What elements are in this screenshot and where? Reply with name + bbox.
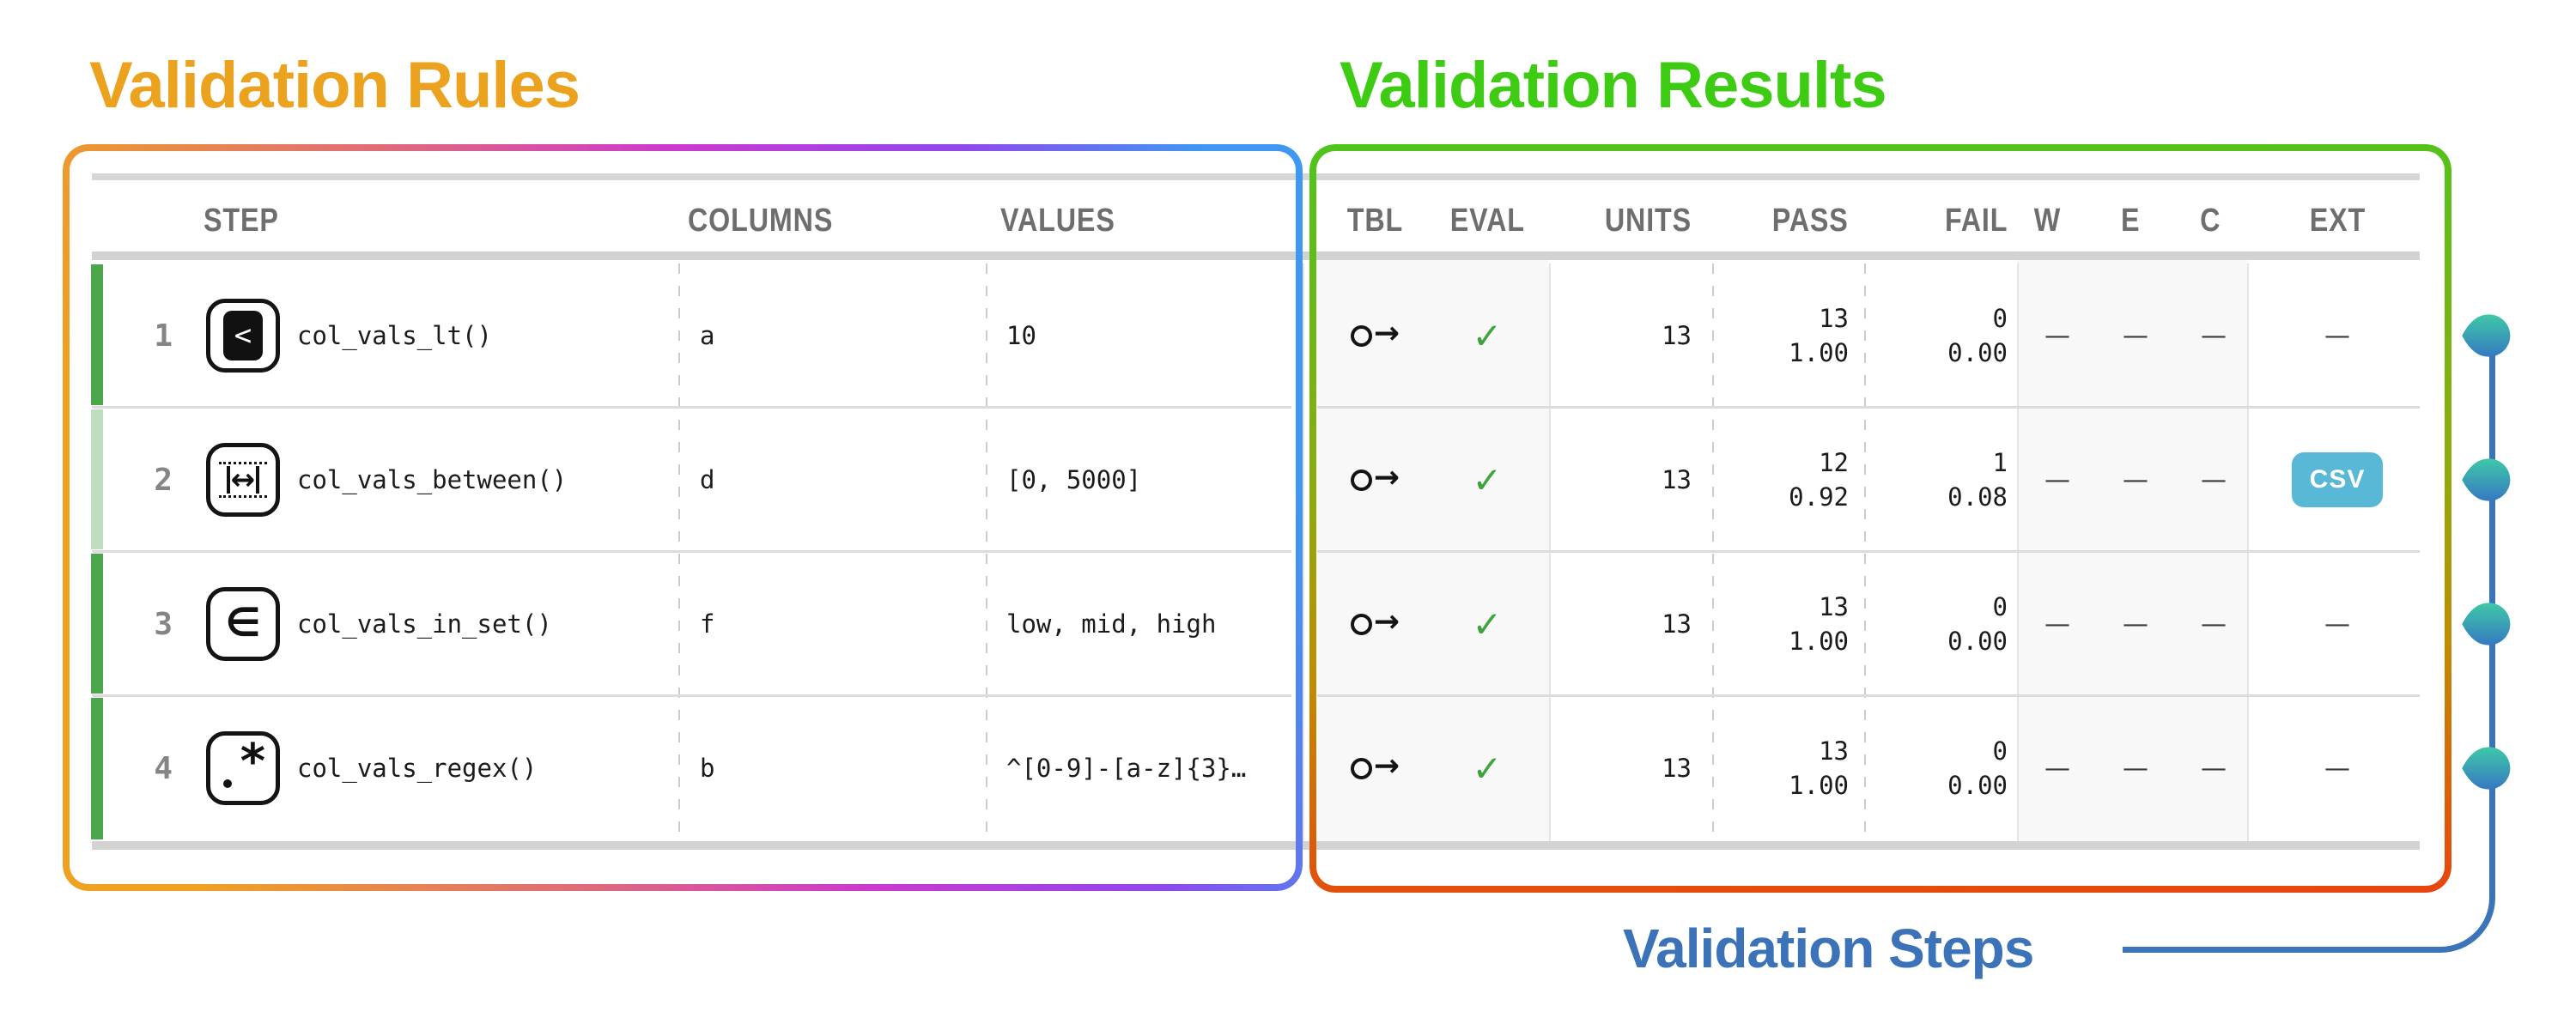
fail-value: 1 0.08 (1947, 448, 2008, 512)
arrow-right-icon: → (1373, 315, 1400, 351)
pass-value: 13 1.00 (1789, 736, 1849, 800)
steps-connector-line (2123, 336, 2495, 953)
circle-icon (1350, 613, 1372, 635)
w-value: — (2044, 464, 2070, 495)
dot-glyph (223, 779, 232, 788)
rules-annotation-title: Validation Rules (89, 49, 580, 122)
units-value: 13 (1662, 754, 1692, 783)
units-value: 13 (1662, 465, 1692, 494)
step-number: 4 (154, 750, 173, 786)
circle-icon (1350, 324, 1372, 347)
fail-value: 0 0.00 (1947, 592, 2008, 656)
col-header-eval: EVAL (1449, 202, 1525, 239)
step-number: 3 (154, 606, 173, 642)
tbl-state-icon: → (1325, 552, 1425, 696)
columns-value: d (700, 465, 715, 494)
columns-value: f (700, 609, 715, 639)
fail-value: 0 0.00 (1947, 736, 2008, 800)
between-glyph: ↔ (226, 463, 260, 497)
col-header-fail: FAIL (1944, 202, 2008, 239)
arrow-right-icon: → (1373, 748, 1400, 784)
col-header-units: UNITS (1604, 202, 1692, 239)
table-top-rule (92, 173, 2420, 180)
element-of-glyph: ∈ (225, 599, 261, 645)
col-header-c: C (2199, 202, 2221, 239)
w-value: — (2044, 320, 2070, 351)
tbl-state-icon: → (1325, 696, 1425, 840)
units-value: 13 (1662, 609, 1692, 639)
circle-icon (1350, 757, 1372, 779)
arrow-right-icon: → (1373, 459, 1400, 495)
col-header-step: STEP (204, 202, 279, 239)
table-bottom-rule (92, 841, 2420, 850)
eval-check-icon: ✓ (1472, 748, 1503, 789)
less-than-icon: < (206, 299, 280, 373)
validation-fn-name: col_vals_regex() (297, 754, 538, 783)
steps-annotation-title: Validation Steps (1623, 918, 2034, 979)
fail-value: 0 0.00 (1947, 304, 2008, 367)
step-marker-icon (2462, 603, 2511, 645)
values-value: [0, 5000] (1006, 465, 1142, 494)
eval-check-icon: ✓ (1472, 459, 1503, 500)
between-icon: ↔ (206, 443, 280, 517)
validation-fn-name: col_vals_between() (297, 465, 568, 494)
eval-check-icon: ✓ (1472, 603, 1503, 645)
col-header-columns: COLUMNS (688, 202, 834, 239)
asterisk-glyph: * (240, 734, 265, 790)
values-value: ^[0-9]-[a-z]{3}… (1006, 754, 1247, 783)
validation-fn-name: col_vals_in_set() (297, 609, 552, 639)
col-header-tbl: TBL (1346, 202, 1404, 239)
columns-value: b (700, 754, 715, 783)
step-number: 2 (154, 462, 173, 498)
step-number: 1 (154, 318, 173, 354)
pass-value: 13 1.00 (1789, 592, 1849, 656)
pass-value: 13 1.00 (1789, 304, 1849, 367)
col-header-ext: EXT (2309, 202, 2366, 239)
header-bottom-rule (92, 251, 2420, 260)
less-than-glyph: < (234, 318, 252, 353)
circle-icon (1350, 469, 1372, 491)
regex-icon: * (206, 731, 280, 805)
w-value: — (2044, 609, 2070, 639)
step-marker-icon (2462, 458, 2511, 501)
col-header-values: VALUES (1000, 202, 1115, 239)
col-header-e: E (2120, 202, 2141, 239)
tbl-state-icon: → (1325, 408, 1425, 552)
units-value: 13 (1662, 321, 1692, 350)
values-value: 10 (1006, 321, 1036, 350)
w-value: — (2044, 753, 2070, 784)
table-edge-line-2 (1303, 264, 1304, 841)
arrow-right-icon: → (1373, 603, 1400, 639)
eval-check-icon: ✓ (1472, 315, 1503, 356)
tbl-state-icon: → (1325, 264, 1425, 408)
validation-fn-name: col_vals_lt() (297, 321, 492, 350)
pass-value: 12 0.92 (1789, 448, 1849, 512)
values-value: low, mid, high (1006, 609, 1217, 639)
in-set-icon: ∈ (206, 587, 280, 661)
col-header-pass: PASS (1772, 202, 1849, 239)
col-header-w: W (2033, 202, 2061, 239)
step-marker-icon (2462, 747, 2511, 790)
step-marker-icon (2462, 314, 2511, 357)
columns-value: a (700, 321, 715, 350)
results-annotation-title: Validation Results (1340, 49, 1887, 122)
